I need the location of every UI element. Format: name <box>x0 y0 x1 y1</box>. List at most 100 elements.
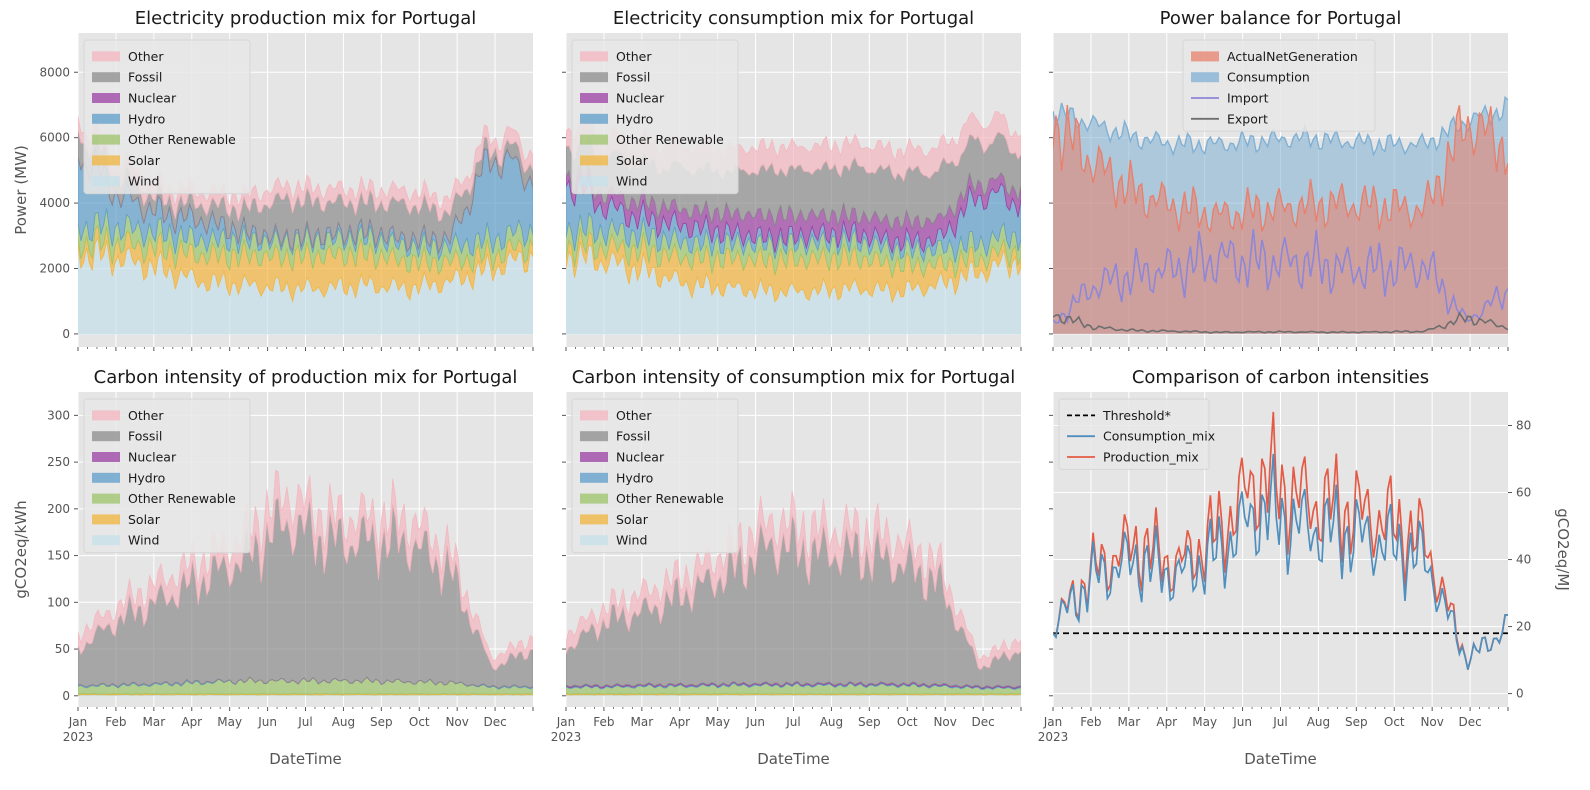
legend-label: Nuclear <box>128 450 177 465</box>
x-tick-label: Oct <box>409 715 430 729</box>
legend-swatch <box>580 452 608 462</box>
y-tick-label: 150 <box>47 549 70 563</box>
legend-label: Fossil <box>616 70 650 85</box>
x-tick-label: Mar <box>1118 715 1141 729</box>
legend-swatch <box>580 535 608 546</box>
legend-label: Consumption <box>1227 70 1310 85</box>
legend-label: Other Renewable <box>128 491 236 506</box>
line-export <box>1053 311 1508 334</box>
legend-label: Wind <box>616 533 647 548</box>
legend-label: Nuclear <box>616 91 665 106</box>
chart-title: Electricity production mix for Portugal <box>135 8 476 29</box>
legend-label: Other <box>128 49 164 64</box>
x-tick-label: Dec <box>971 715 994 729</box>
legend-swatch <box>92 134 120 145</box>
legend-label: Threshold* <box>1102 408 1171 423</box>
legend-swatch <box>580 431 608 442</box>
x-tick-label: Dec <box>483 715 506 729</box>
line-consumption_mix <box>1053 453 1508 670</box>
legend-label: Nuclear <box>616 450 665 465</box>
legend-label: Fossil <box>128 70 162 85</box>
legend-swatch <box>92 176 120 187</box>
line-consumption <box>1053 95 1508 157</box>
legend-label: Hydro <box>616 470 653 485</box>
legend-swatch <box>92 155 120 166</box>
legend-swatch <box>580 493 608 504</box>
chart-title: Carbon intensity of production mix for P… <box>94 367 518 388</box>
x-tick-label: Apr <box>669 715 690 729</box>
legend-box <box>83 39 251 195</box>
area-other <box>78 116 533 222</box>
legend-label: Consumption_mix <box>1103 429 1215 444</box>
x-tick-label: Mar <box>631 715 654 729</box>
chart-title: Power balance for Portugal <box>1160 8 1402 29</box>
x-tick-label: Nov <box>1420 715 1443 729</box>
y-axis-label: Power (MW) <box>12 145 30 235</box>
x-tick-label: Oct <box>1384 715 1405 729</box>
plot-series <box>1053 411 1508 670</box>
legend-label: Other Renewable <box>616 132 724 147</box>
legend-label: Solar <box>128 512 161 527</box>
legend-swatch <box>580 93 608 103</box>
legend-label: Other <box>616 49 652 64</box>
legend-label: Hydro <box>616 111 653 126</box>
chart-balance: Power balance for Portugal ActualNetGener… <box>1049 8 1509 351</box>
legend-swatch <box>1191 51 1219 62</box>
legend-swatch <box>580 134 608 145</box>
chart-cons-mix: Electricity consumption mix for Portugal… <box>562 8 1022 351</box>
legend-swatch <box>92 431 120 442</box>
legend-label: Solar <box>128 153 161 168</box>
y-tick-label: 6000 <box>39 131 70 145</box>
x-tick-label: Jun <box>745 715 765 729</box>
area-actualnetgeneration <box>1053 105 1508 334</box>
legend-label: Fossil <box>616 429 650 444</box>
y-tick-label: 20 <box>1516 620 1531 634</box>
legend-label: Other <box>128 408 164 423</box>
y-tick-label: 60 <box>1516 486 1531 500</box>
legend-label: Export <box>1227 111 1268 126</box>
y-tick-label: 4000 <box>39 196 70 210</box>
legend-label: Nuclear <box>128 91 177 106</box>
x-tick-label: Sep <box>1345 715 1368 729</box>
legend-label: Hydro <box>128 470 165 485</box>
legend-swatch <box>580 72 608 83</box>
plot-series <box>566 491 1021 697</box>
y-tick-label: 0 <box>1516 687 1524 701</box>
legend-swatch <box>580 514 608 525</box>
x-tick-label: Apr <box>181 715 202 729</box>
legend-label: Wind <box>128 174 159 189</box>
x-tick-label: Feb <box>593 715 614 729</box>
x-axis-label: DateTime <box>1244 750 1317 768</box>
legend-box <box>571 39 739 195</box>
x-tick-year: 2023 <box>551 730 582 744</box>
legend-swatch <box>1191 72 1219 83</box>
chart-title: Comparison of carbon intensities <box>1132 367 1429 388</box>
legend-box <box>83 398 251 554</box>
x-tick-label: May <box>705 715 730 729</box>
chart-title: Carbon intensity of consumption mix for … <box>572 367 1016 388</box>
x-tick-label: Jul <box>785 715 800 729</box>
y-tick-label: 2000 <box>39 262 70 276</box>
x-tick-label: Aug <box>332 715 355 729</box>
x-tick-label: Aug <box>1307 715 1330 729</box>
y-tick-label: 50 <box>55 642 70 656</box>
legend-label: Other <box>616 408 652 423</box>
legend-label: Solar <box>616 512 649 527</box>
area-other <box>78 469 533 671</box>
x-tick-label: Sep <box>370 715 393 729</box>
y-axis-label: gCO2eq/kWh <box>12 500 30 598</box>
legend-label: Hydro <box>128 111 165 126</box>
legend-swatch <box>92 535 120 546</box>
legend-label: Fossil <box>128 429 162 444</box>
legend-swatch <box>580 176 608 187</box>
x-tick-label: Nov <box>933 715 956 729</box>
x-tick-label: Jul <box>297 715 312 729</box>
legend-swatch <box>92 410 120 421</box>
y-tick-label: 8000 <box>39 65 70 79</box>
legend-label: Other Renewable <box>616 491 724 506</box>
legend-box <box>1182 39 1376 132</box>
x-tick-label: May <box>217 715 242 729</box>
